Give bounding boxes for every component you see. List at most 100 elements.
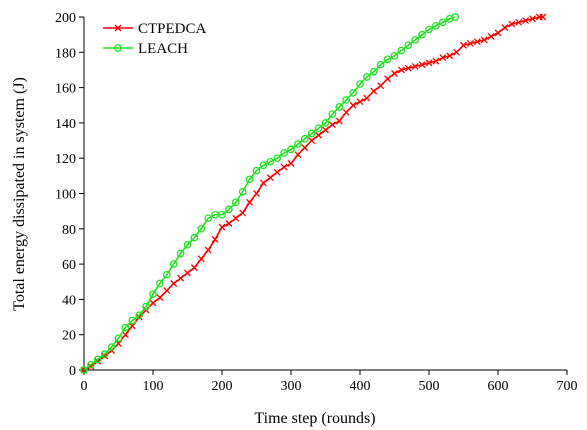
data-point-ctpedca	[225, 220, 233, 227]
x-tick-label: 300	[281, 379, 302, 394]
y-tick-label: 180	[55, 46, 76, 61]
data-point-leach	[356, 80, 364, 88]
data-point-ctpedca	[204, 246, 212, 254]
series-line-ctpedca	[83, 16, 543, 371]
data-point-leach	[142, 302, 150, 311]
data-point-leach	[93, 355, 102, 364]
data-point-leach	[80, 366, 88, 374]
y-tick-label: 40	[62, 293, 76, 308]
data-point-ctpedca	[177, 274, 185, 282]
data-point-leach	[238, 187, 247, 196]
x-tick-label: 700	[557, 379, 578, 394]
data-point-ctpedca	[432, 57, 440, 65]
y-tick-label: 120	[55, 152, 76, 167]
data-point-ctpedca	[232, 214, 240, 222]
y-tick-label: 140	[55, 117, 76, 132]
data-point-ctpedca	[418, 61, 426, 69]
data-point-ctpedca	[453, 48, 461, 56]
series-line-leach	[83, 16, 456, 371]
data-point-leach	[107, 343, 116, 351]
data-point-leach	[300, 134, 309, 143]
y-tick-label: 0	[69, 364, 76, 379]
data-point-leach	[114, 334, 123, 343]
y-tick-label: 60	[62, 258, 76, 273]
data-point-ctpedca	[121, 331, 129, 339]
data-point-ctpedca	[170, 280, 178, 287]
data-point-leach	[280, 149, 288, 157]
data-point-leach	[204, 214, 213, 223]
data-point-leach	[342, 96, 351, 104]
data-point-leach	[425, 25, 433, 34]
data-point-leach	[273, 154, 282, 163]
data-point-leach	[128, 316, 137, 325]
data-point-ctpedca	[377, 82, 385, 90]
data-point-leach	[121, 323, 130, 332]
legend-item-ctpedca: CTPEDCA	[103, 21, 207, 37]
data-point-leach	[328, 110, 337, 118]
y-tick-label: 160	[55, 82, 76, 97]
data-point-leach	[287, 145, 295, 154]
data-point-leach	[376, 60, 385, 69]
data-point-ctpedca	[87, 363, 95, 370]
y-tick-label: 100	[55, 188, 76, 203]
data-point-ctpedca	[156, 294, 164, 302]
data-point-ctpedca	[460, 41, 467, 49]
data-point-ctpedca	[539, 13, 547, 21]
data-point-ctpedca	[404, 64, 412, 72]
axes: 0 100 200 300 400 500 600 700 0 20 40 60 80 100 120 140…	[55, 11, 578, 394]
data-point-ctpedca	[384, 75, 392, 83]
series-layer	[80, 13, 547, 374]
data-point-leach	[135, 311, 144, 320]
y-tick-label: 20	[62, 329, 76, 344]
series-leach	[80, 13, 460, 374]
data-point-ctpedca	[280, 163, 288, 171]
data-point-leach	[404, 41, 413, 50]
data-point-leach	[349, 89, 357, 97]
data-point-ctpedca	[163, 287, 171, 295]
x-tick-label: 100	[143, 379, 164, 394]
data-point-ctpedca	[370, 87, 378, 95]
data-point-ctpedca	[135, 313, 143, 321]
data-point-leach	[190, 233, 199, 242]
data-point-ctpedca	[411, 62, 419, 70]
data-point-leach	[176, 249, 185, 258]
data-point-leach	[169, 260, 178, 268]
data-point-leach	[307, 129, 316, 138]
data-point-leach	[225, 205, 233, 214]
data-point-leach	[294, 140, 302, 148]
data-point-leach	[451, 13, 460, 21]
y-tick-label: 200	[55, 11, 76, 26]
x-tick-label: 600	[488, 379, 509, 394]
data-point-ctpedca	[322, 126, 329, 134]
data-point-leach	[411, 36, 420, 44]
data-point-ctpedca	[335, 117, 343, 125]
data-point-ctpedca	[466, 40, 474, 47]
data-point-leach	[231, 198, 240, 207]
legend-marker-ctpedca	[114, 24, 122, 32]
data-point-ctpedca	[101, 352, 109, 360]
data-point-ctpedca	[439, 54, 447, 62]
data-point-leach	[100, 350, 109, 358]
data-point-ctpedca	[397, 66, 405, 74]
legend-label-leach: LEACH	[138, 41, 188, 57]
data-point-leach	[259, 161, 268, 170]
data-point-ctpedca	[315, 131, 323, 139]
data-point-leach	[369, 67, 378, 76]
data-point-ctpedca	[253, 190, 260, 197]
data-point-ctpedca	[94, 357, 102, 365]
y-axis-label: Total energy dissipated in system (J)	[11, 77, 28, 311]
data-point-ctpedca	[287, 160, 295, 167]
data-point-ctpedca	[425, 59, 433, 67]
data-point-leach	[383, 55, 392, 64]
legend: CTPEDCA LEACH	[103, 21, 207, 57]
data-point-ctpedca	[363, 94, 371, 102]
data-point-ctpedca	[494, 29, 502, 37]
data-point-ctpedca	[211, 235, 219, 243]
x-axis-label: Time step (rounds)	[254, 410, 375, 427]
x-tick-label: 500	[419, 379, 440, 394]
data-point-ctpedca	[473, 38, 481, 46]
x-tick-label: 400	[350, 379, 371, 394]
data-point-ctpedca	[184, 269, 191, 277]
data-point-ctpedca	[128, 322, 136, 330]
data-point-ctpedca	[266, 174, 274, 182]
